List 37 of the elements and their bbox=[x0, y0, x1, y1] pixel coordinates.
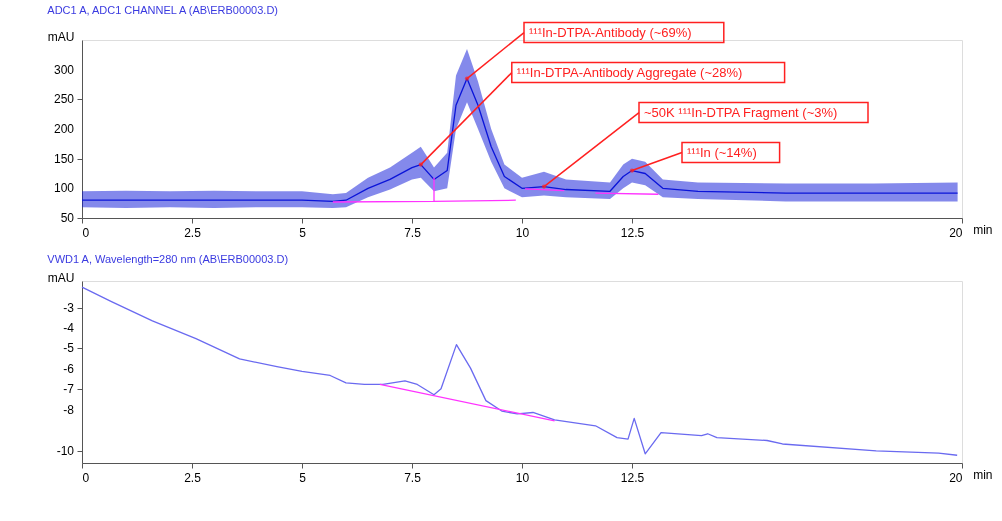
y-tick-label: 150 bbox=[53, 151, 75, 166]
x-tick-label: 10 bbox=[515, 470, 530, 485]
x-tick-label: 2.5 bbox=[184, 225, 202, 240]
annotation: ¹¹¹In-DTPA-Antibody (~69%) bbox=[529, 24, 692, 40]
x-tick-label: 7.5 bbox=[404, 470, 422, 485]
y-tick-label: -6 bbox=[63, 361, 75, 376]
y-tick-label: -8 bbox=[63, 402, 75, 417]
x-tick-label: 0 bbox=[82, 225, 90, 240]
y-tick-label: 50 bbox=[60, 211, 75, 225]
x-axis-title: min bbox=[973, 222, 993, 237]
x-tick-label: 2.5 bbox=[184, 470, 202, 485]
x-tick-label: 0 bbox=[82, 470, 90, 485]
y-axis-title: mAU bbox=[47, 270, 75, 285]
y-tick-label: -3 bbox=[63, 300, 75, 315]
y-tick-label: 100 bbox=[53, 181, 75, 196]
x-tick-label: 20 bbox=[949, 225, 963, 240]
x-tick-label: 10 bbox=[515, 225, 530, 240]
x-tick-label: 7.5 bbox=[404, 225, 422, 240]
y-tick-label: -7 bbox=[63, 382, 75, 397]
x-tick-label: 20 bbox=[949, 470, 963, 485]
x-tick-label: 12.5 bbox=[620, 225, 645, 240]
annotation: ¹¹¹In-DTPA-Antibody Aggregate (~28%) bbox=[516, 64, 743, 80]
x-tick-label: 5 bbox=[299, 470, 307, 485]
annotation: ¹¹¹In (~14%) bbox=[687, 144, 757, 160]
y-tick-label: -5 bbox=[63, 341, 75, 356]
annotation: ~50K ¹¹¹In-DTPA Fragment (~3%) bbox=[644, 104, 838, 120]
y-tick-label: -4 bbox=[63, 321, 75, 336]
chart-title: VWD1 A, Wavelength=280 nm (AB\ERB00003.D) bbox=[47, 253, 289, 265]
x-tick-label: 12.5 bbox=[620, 470, 645, 485]
x-axis-title: min bbox=[973, 467, 993, 482]
x-tick-label: 5 bbox=[299, 225, 307, 240]
y-tick-label: 200 bbox=[53, 122, 75, 136]
chart-title: ADC1 A, ADC1 CHANNEL A (AB\ERB00003.D) bbox=[47, 3, 279, 16]
y-tick-label: 250 bbox=[53, 92, 75, 107]
y-tick-label: -10 bbox=[56, 443, 75, 458]
y-tick-label: 300 bbox=[53, 62, 75, 77]
y-axis-title: mAU bbox=[47, 29, 75, 44]
